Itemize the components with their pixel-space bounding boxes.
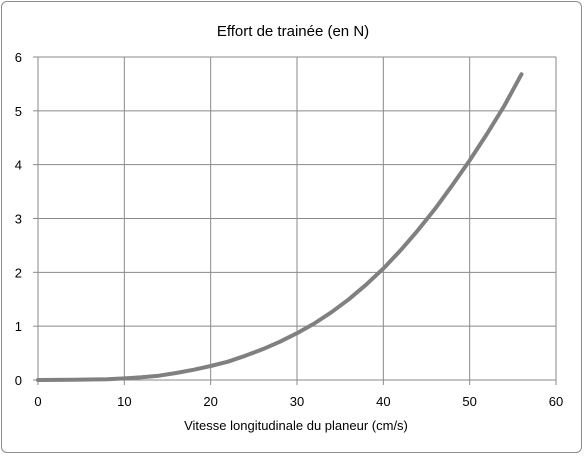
x-tick-label: 30: [290, 394, 304, 409]
y-tick-label: 6: [15, 50, 22, 65]
x-axis-label: Vitesse longitudinale du planeur (cm/s): [184, 418, 408, 433]
series-group: [36, 72, 524, 382]
x-tick-label: 10: [117, 394, 131, 409]
y-tick-label: 0: [15, 373, 22, 388]
y-tick-label: 2: [15, 265, 22, 280]
series-line: [36, 72, 524, 382]
grid: [38, 56, 557, 380]
y-tick-label: 1: [15, 319, 22, 334]
tick-labels: 0 10 20 30 40 50 60 0 1 2 3 4 5 6: [15, 50, 563, 409]
x-tick-label: 20: [203, 394, 217, 409]
y-tick-label: 4: [15, 158, 22, 173]
x-tick-label: 0: [34, 394, 41, 409]
x-tick-label: 40: [376, 394, 390, 409]
x-tick-label: 50: [462, 394, 476, 409]
y-tick-label: 3: [15, 212, 22, 227]
x-tick-label: 60: [549, 394, 563, 409]
y-tick-label: 5: [15, 104, 22, 119]
chart-title: Effort de trainée (en N): [217, 23, 369, 40]
